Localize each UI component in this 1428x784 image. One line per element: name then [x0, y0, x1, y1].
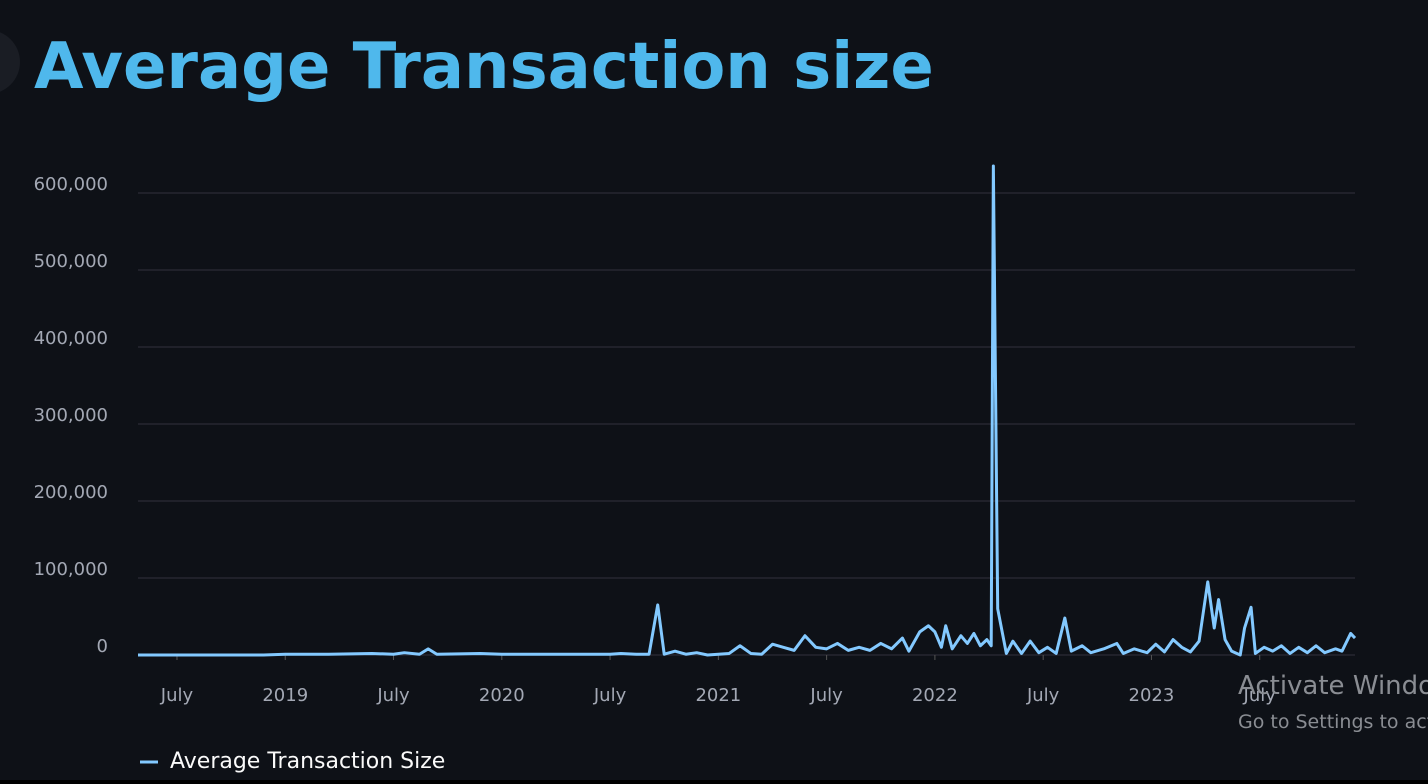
- x-tick-label: 2020: [479, 685, 525, 706]
- avatar-shape: [0, 32, 20, 92]
- x-tick-label: July: [1026, 685, 1060, 706]
- data-line: [138, 164, 1357, 657]
- x-tick-label: 2019: [262, 685, 308, 706]
- bottom-edge: [0, 780, 1428, 784]
- x-tick-label: July: [809, 685, 843, 706]
- watermark-subtitle: Go to Settings to activate Windows.: [1238, 711, 1428, 733]
- x-tick-label: 2023: [1129, 685, 1175, 706]
- y-tick-label: 600,000: [34, 174, 108, 195]
- watermark-title: Activate Windows: [1238, 671, 1428, 701]
- x-tick-label: July: [593, 685, 627, 706]
- y-tick-label: 500,000: [34, 251, 108, 272]
- x-tick-label: 2021: [695, 685, 741, 706]
- y-tick-label: 400,000: [34, 328, 108, 349]
- legend-label: Average Transaction Size: [170, 749, 445, 774]
- plot: 0 100,000 200,000 300,000 400,000 500,000 600,…: [34, 164, 1357, 706]
- y-tick-label: 100,000: [34, 559, 108, 580]
- y-tick-label: 0: [97, 636, 108, 657]
- x-tick-label: July: [376, 685, 410, 706]
- chart-title: Average Transaction size: [34, 30, 934, 104]
- x-tick-label: July: [1243, 685, 1277, 706]
- x-tick-label: July: [160, 685, 194, 706]
- y-tick-label: 300,000: [34, 405, 108, 426]
- x-tick-label: 2022: [912, 685, 958, 706]
- y-tick-label: 200,000: [34, 482, 108, 503]
